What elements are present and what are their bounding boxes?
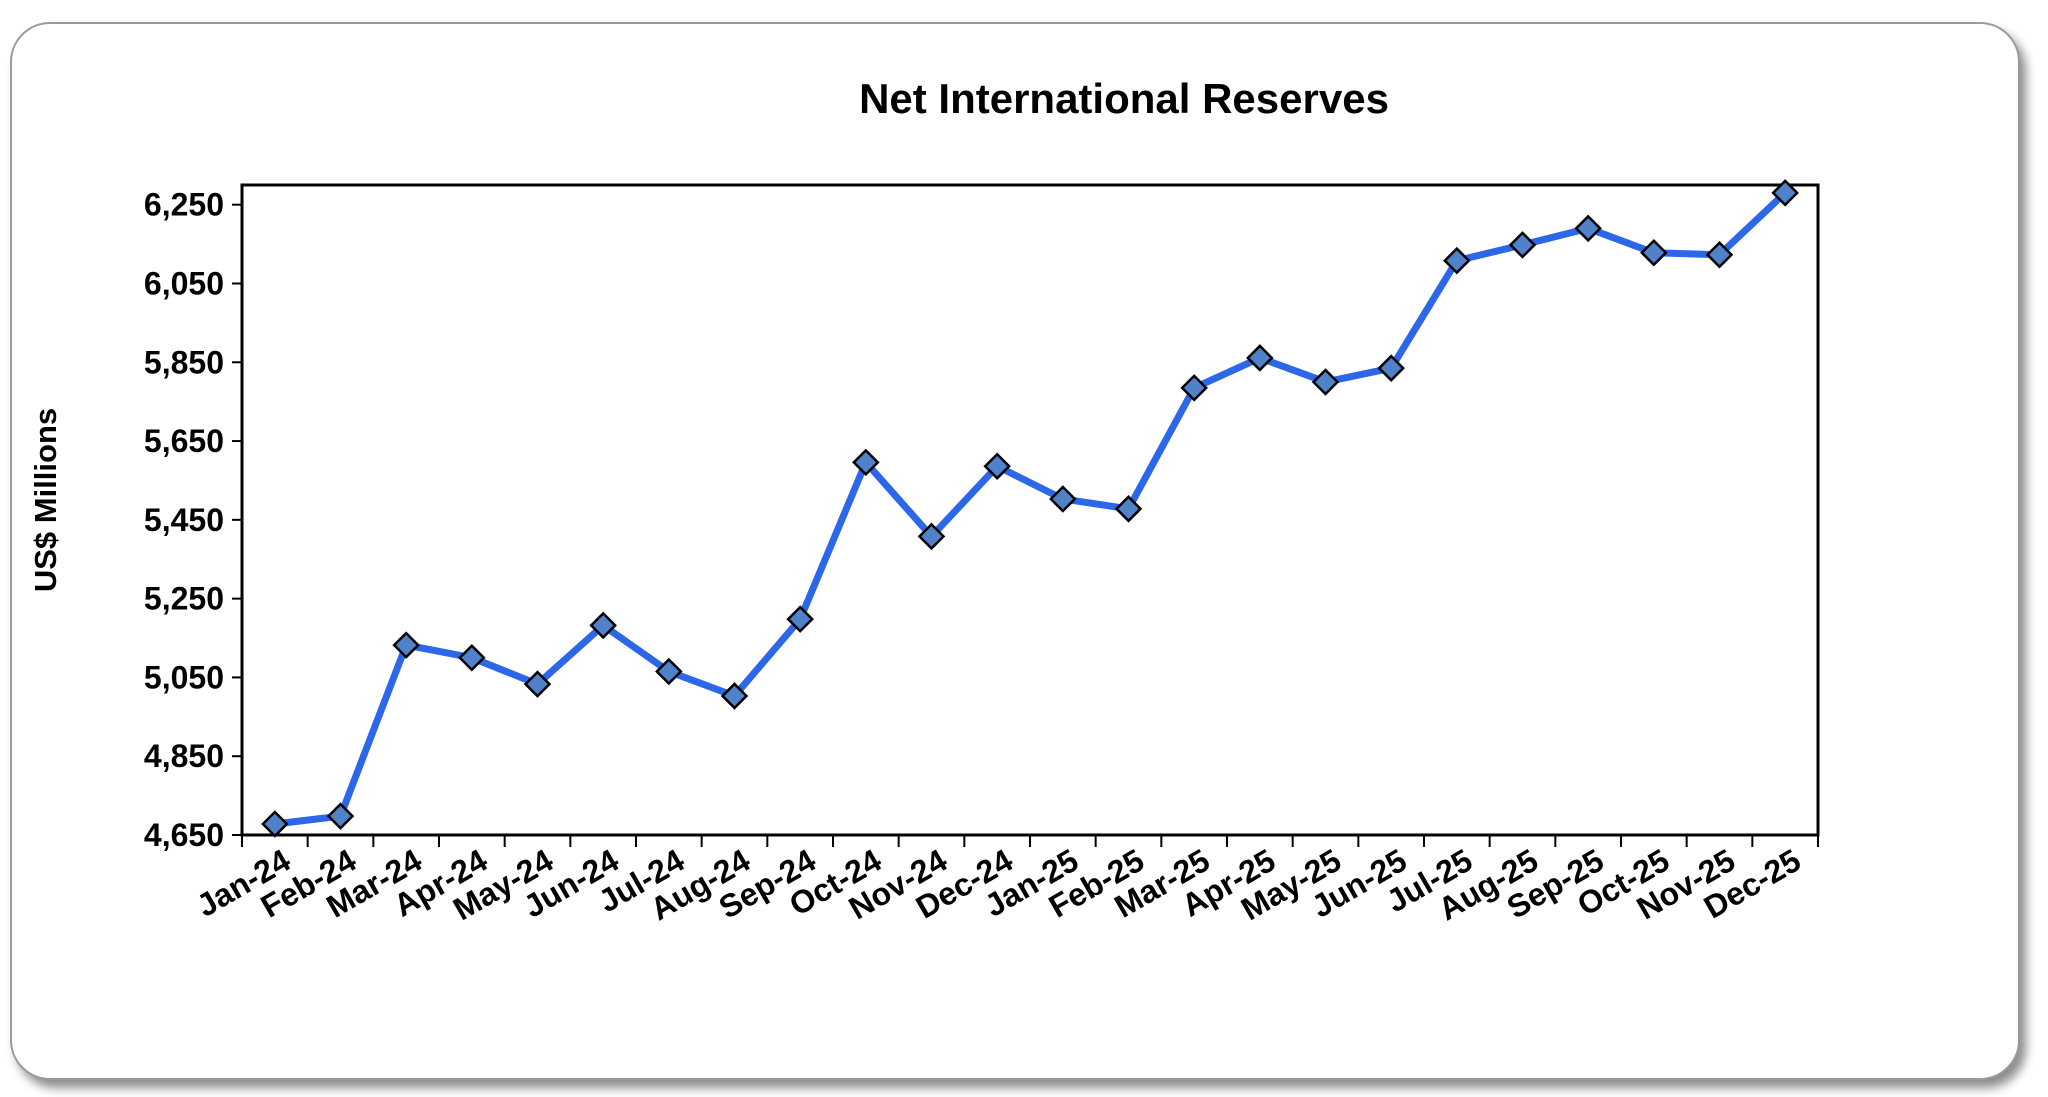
data-point-marker bbox=[261, 810, 289, 838]
data-point-marker bbox=[655, 657, 683, 686]
data-point-marker bbox=[589, 611, 617, 640]
y-tick-label: 5,250 bbox=[144, 581, 224, 617]
data-point-marker bbox=[458, 643, 486, 672]
data-point-marker bbox=[1246, 344, 1274, 372]
y-tick-label: 5,050 bbox=[144, 659, 224, 695]
data-point-marker bbox=[786, 605, 814, 633]
y-axis-label: US$ Millions bbox=[28, 408, 63, 592]
y-tick-label: 4,650 bbox=[144, 817, 224, 853]
y-tick-label: 6,050 bbox=[144, 265, 224, 301]
data-point-marker bbox=[1640, 238, 1668, 267]
x-axis-ticks: Jan-24Feb-24Mar-24Apr-24May-24Jun-24Jul-… bbox=[191, 835, 1819, 927]
data-point-marker bbox=[1049, 485, 1077, 513]
data-point-marker bbox=[852, 448, 880, 477]
data-point-marker bbox=[392, 631, 420, 659]
data-point-marker bbox=[523, 670, 552, 698]
y-tick-label: 4,850 bbox=[144, 738, 224, 774]
y-axis-ticks: 4,650 4,850 5,050 5,250 5,450 5,650 5,850 6,050… bbox=[144, 187, 242, 853]
series-layer bbox=[261, 179, 1799, 838]
data-point-marker bbox=[1180, 374, 1208, 402]
data-point-marker bbox=[1574, 214, 1602, 243]
y-tick-label: 5,650 bbox=[144, 423, 224, 459]
data-point-marker bbox=[1771, 179, 1799, 207]
data-point-marker bbox=[983, 452, 1011, 481]
chart-title: Net International Reserves bbox=[859, 75, 1389, 122]
data-point-marker bbox=[1508, 231, 1537, 259]
y-tick-label: 6,250 bbox=[144, 187, 224, 223]
data-point-marker bbox=[1311, 368, 1340, 396]
y-tick-label: 5,850 bbox=[144, 344, 224, 380]
data-point-marker bbox=[1705, 240, 1734, 269]
data-point-marker bbox=[1443, 246, 1471, 275]
data-point-marker bbox=[1114, 495, 1143, 523]
y-tick-label: 5,450 bbox=[144, 502, 224, 538]
plot-area bbox=[240, 183, 1820, 837]
data-point-marker bbox=[1377, 354, 1405, 382]
data-point-marker bbox=[720, 682, 749, 710]
data-point-marker bbox=[326, 802, 355, 830]
data-point-marker bbox=[917, 522, 946, 551]
